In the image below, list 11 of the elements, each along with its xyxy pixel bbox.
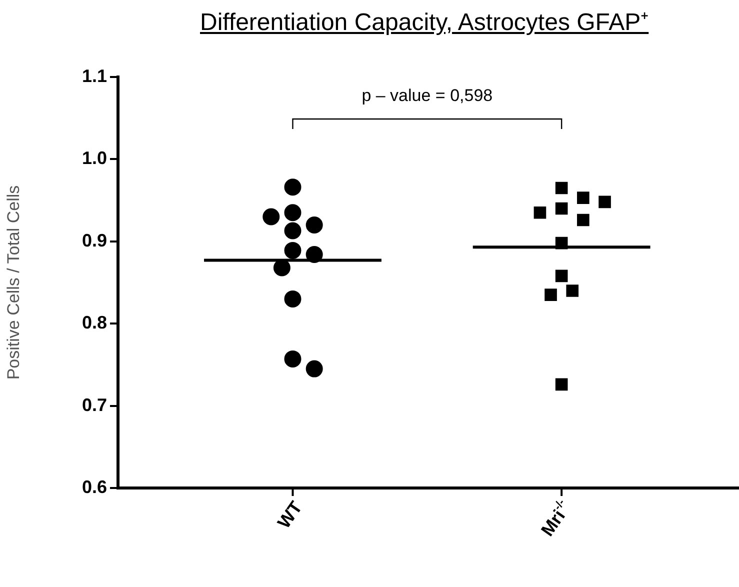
y-tick-label: 0.9 bbox=[82, 230, 107, 250]
y-tick-label: 0.6 bbox=[82, 476, 107, 497]
annotation: p – value = 0,598 bbox=[362, 86, 493, 106]
y-tick-label: 0.8 bbox=[82, 312, 107, 333]
x-tick-label: Mri-/- bbox=[537, 496, 569, 540]
y-axis-title: Positive Cells / Total Cells bbox=[4, 185, 23, 380]
x-tick-label: WT bbox=[274, 498, 306, 532]
chart-title: Differentiation Capacity, Astrocytes GFAP⁺ bbox=[200, 9, 649, 36]
y-tick-label: 0.7 bbox=[82, 394, 107, 415]
y-tick-label: 1.0 bbox=[82, 148, 107, 168]
y-tick-label: 1.1 bbox=[82, 66, 107, 86]
